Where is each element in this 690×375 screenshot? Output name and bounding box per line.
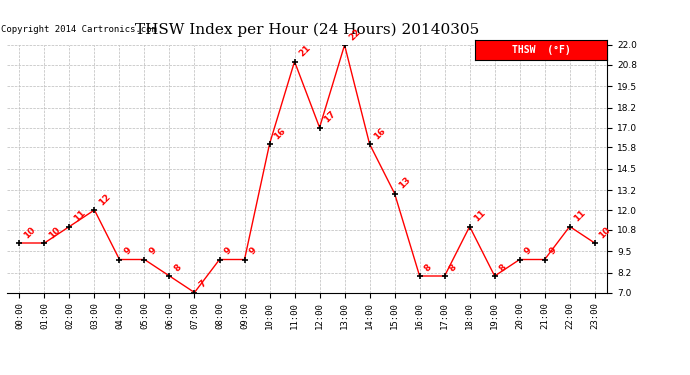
Text: 8: 8	[172, 262, 183, 273]
Text: 17: 17	[322, 110, 337, 125]
Text: 22: 22	[347, 27, 362, 42]
Text: 8: 8	[497, 262, 509, 273]
Text: 12: 12	[97, 192, 112, 207]
Text: 16: 16	[373, 126, 388, 141]
Text: 9: 9	[147, 246, 158, 257]
Text: 16: 16	[273, 126, 288, 141]
Text: 10: 10	[47, 225, 62, 240]
Text: Copyright 2014 Cartronics.com: Copyright 2014 Cartronics.com	[1, 25, 157, 34]
Text: 9: 9	[222, 246, 233, 257]
Text: 9: 9	[247, 246, 258, 257]
Text: 8: 8	[422, 262, 433, 273]
Text: 9: 9	[547, 246, 558, 257]
Text: 11: 11	[72, 209, 88, 224]
Text: 7: 7	[197, 279, 208, 290]
Text: 9: 9	[122, 246, 133, 257]
Text: 13: 13	[397, 176, 413, 191]
Text: 10: 10	[22, 225, 37, 240]
Text: 8: 8	[447, 262, 458, 273]
Title: THSW Index per Hour (24 Hours) 20140305: THSW Index per Hour (24 Hours) 20140305	[135, 23, 479, 38]
Text: 11: 11	[573, 209, 588, 224]
Text: 11: 11	[473, 209, 488, 224]
Text: 9: 9	[522, 246, 533, 257]
Text: 10: 10	[598, 225, 613, 240]
Text: 21: 21	[297, 44, 313, 59]
